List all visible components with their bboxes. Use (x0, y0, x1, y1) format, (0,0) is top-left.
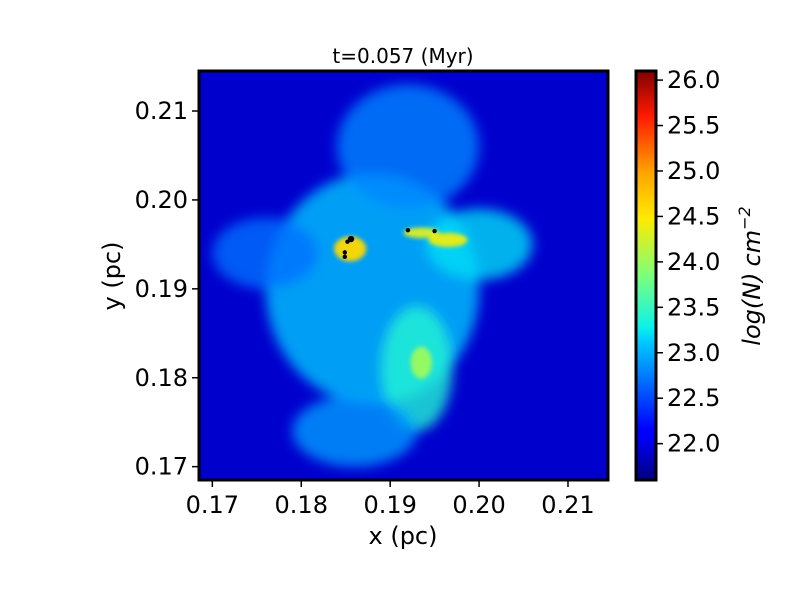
colorbar-tick-label: 24.0 (667, 248, 720, 276)
x-tick-label: 0.17 (186, 491, 239, 519)
colorbar-tick-label: 25.5 (667, 112, 720, 140)
colorbar-label-unit: cm (738, 230, 766, 267)
y-axis-label: y (pc) (98, 242, 126, 311)
y-tick-label: 0.18 (135, 364, 188, 392)
sink-particle (432, 228, 437, 234)
sink-particle (345, 239, 350, 244)
feature-knot-south (410, 346, 432, 379)
colorbar-label-exponent: −2 (735, 206, 754, 230)
colorbar-tick-label: 22.5 (667, 384, 720, 412)
colorbar-tick-label: 26.0 (667, 66, 720, 94)
feature-south-plume (292, 395, 417, 467)
colorbar-ticks: 22.0 22.5 23.0 23.5 24.0 24.5 25.0 25.5 26.0 (656, 66, 720, 458)
colorbar-label-quantity: log(N) (738, 272, 766, 345)
feature-east-filament (425, 208, 533, 280)
x-axis: 0.17 0.18 0.19 0.20 0.21 (186, 480, 595, 519)
colorbar: 22.0 22.5 23.0 23.5 24.0 24.5 25.0 25.5 26.0 log… (634, 66, 766, 482)
x-tick-label: 0.18 (275, 491, 328, 519)
chart-title: t=0.057 (Myr) (332, 44, 473, 68)
plot-area (199, 71, 608, 480)
colorbar-tick-label: 24.5 (667, 202, 720, 230)
y-tick-label: 0.20 (135, 186, 188, 214)
y-tick-label: 0.21 (135, 97, 188, 125)
x-axis-label: x (pc) (369, 522, 438, 550)
feature-upper-band (336, 84, 480, 209)
y-tick-label: 0.17 (135, 453, 188, 481)
sink-particle (405, 227, 411, 233)
colorbar-tick-label: 22.0 (667, 430, 720, 458)
colorbar-frame (634, 69, 658, 482)
sink-particle (347, 235, 355, 243)
sink-particle (342, 254, 348, 260)
colorbar-gradient (636, 71, 656, 480)
density-filaments (334, 227, 468, 379)
x-tick-label: 0.21 (541, 491, 594, 519)
plot-frame (197, 69, 610, 482)
y-tick-label: 0.19 (135, 275, 188, 303)
colorbar-tick-label: 25.0 (667, 157, 720, 185)
x-tick-label: 0.20 (452, 491, 505, 519)
colorbar-tick-label: 23.5 (667, 293, 720, 321)
feature-west-wing (212, 217, 320, 289)
feature-knot-east (403, 227, 440, 239)
colorbar-label: log(N) cm−2 (735, 206, 766, 345)
x-tick-label: 0.19 (363, 491, 416, 519)
feature-core-hub (334, 236, 367, 262)
density-features (212, 84, 533, 467)
sink-particles (342, 227, 437, 260)
colorbar-tick-label: 23.0 (667, 339, 720, 367)
sink-particle (342, 250, 348, 255)
feature-ridge-arc (428, 232, 468, 248)
y-axis: 0.17 0.18 0.19 0.20 0.21 (135, 97, 199, 481)
